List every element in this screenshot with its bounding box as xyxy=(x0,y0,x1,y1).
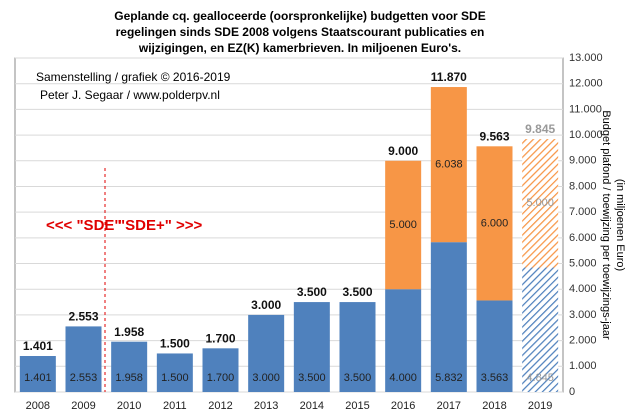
bar-segment xyxy=(65,326,102,392)
x-tick-label: 2010 xyxy=(117,400,141,412)
value-label: 1.500 xyxy=(161,372,189,384)
value-label: 4.845 xyxy=(526,372,554,384)
total-label: 1.500 xyxy=(160,337,190,351)
x-tick-label: 2012 xyxy=(208,400,232,412)
bar-segment xyxy=(385,289,422,392)
x-tick-label: 2011 xyxy=(163,400,187,412)
value-label: 6.000 xyxy=(481,217,509,229)
y-tick-label: 13.000 xyxy=(569,52,603,64)
bar-segment xyxy=(293,302,330,392)
annotation: Peter J. Segaar / www.polderpv.nl xyxy=(40,88,220,102)
x-tick-label: 2016 xyxy=(391,400,415,412)
bar-segment xyxy=(156,353,193,392)
y-axis-label: Budget plafond / toewijzing per toewijzi… xyxy=(600,110,612,340)
x-tick-label: 2019 xyxy=(528,400,552,412)
total-label: 9.845 xyxy=(525,122,555,136)
chart-title: Geplande cq. gealloceerde (oorspronkelij… xyxy=(114,9,485,23)
value-label: 1.401 xyxy=(24,372,52,384)
total-label: 2.553 xyxy=(68,310,98,324)
y-tick-label: 4.000 xyxy=(569,283,597,295)
total-label: 3.500 xyxy=(342,285,372,299)
value-label: 3.563 xyxy=(481,372,509,384)
plot-area xyxy=(14,57,564,393)
x-tick-label: 2018 xyxy=(482,400,506,412)
chart-title: regelingen sinds SDE 2008 volgens Staats… xyxy=(116,25,485,39)
bar-segment xyxy=(430,242,467,392)
x-tick-label: 2017 xyxy=(437,400,461,412)
value-label: 3.500 xyxy=(298,372,326,384)
y-tick-label: 10.000 xyxy=(569,129,603,141)
value-label: 6.038 xyxy=(435,159,463,171)
bar-segment xyxy=(522,267,559,392)
annotation: "SDE+" >>> xyxy=(118,217,203,234)
value-label: 5.000 xyxy=(526,197,554,209)
y-tick-label: 0 xyxy=(569,386,575,398)
value-label: 5.000 xyxy=(389,219,417,231)
x-tick-label: 2013 xyxy=(254,400,278,412)
y-tick-label: 1.000 xyxy=(569,360,597,372)
bar-segment xyxy=(19,356,56,392)
x-tick-label: 2014 xyxy=(300,400,324,412)
bar-segment xyxy=(385,160,422,290)
value-label: 3.500 xyxy=(344,372,372,384)
y-tick-label: 12.000 xyxy=(569,78,603,90)
total-label: 9.000 xyxy=(388,144,418,158)
annotation: Samenstelling / grafiek © 2016-2019 xyxy=(36,70,231,84)
total-label: 9.563 xyxy=(479,129,509,143)
y-tick-label: 8.000 xyxy=(569,180,597,192)
bar-segment xyxy=(111,341,148,392)
bar-segment xyxy=(430,87,467,243)
chart-title: wijzigingen, en EZ(K) kamerbrieven. In m… xyxy=(138,41,461,55)
y-axis-label: (in miljoenen Euro) xyxy=(614,179,626,271)
total-label: 1.958 xyxy=(114,325,144,339)
bar-segment xyxy=(522,139,559,268)
y-tick-label: 3.000 xyxy=(569,309,597,321)
value-label: 5.832 xyxy=(435,372,463,384)
annotation: <<< "SDE" xyxy=(46,217,122,234)
total-label: 11.870 xyxy=(431,70,467,84)
bar-segment xyxy=(476,300,513,392)
total-label: 3.500 xyxy=(297,285,327,299)
value-label: 2.553 xyxy=(70,372,98,384)
bar-segment xyxy=(339,302,376,392)
bar-segment xyxy=(202,348,239,392)
total-label: 1.700 xyxy=(205,331,235,345)
y-tick-label: 9.000 xyxy=(569,155,597,167)
bar-segment xyxy=(248,314,285,392)
value-label: 3.000 xyxy=(252,372,280,384)
y-tick-label: 2.000 xyxy=(569,335,597,347)
value-label: 1.958 xyxy=(115,372,143,384)
x-tick-label: 2015 xyxy=(345,400,369,412)
y-tick-label: 6.000 xyxy=(569,232,597,244)
x-tick-label: 2009 xyxy=(71,400,95,412)
y-tick-label: 7.000 xyxy=(569,206,597,218)
value-label: 1.700 xyxy=(207,372,235,384)
total-label: 1.401 xyxy=(23,339,53,353)
bar-segment xyxy=(476,146,513,301)
y-tick-label: 5.000 xyxy=(569,257,597,269)
x-tick-label: 2008 xyxy=(26,400,50,412)
total-label: 3.000 xyxy=(251,298,281,312)
value-label: 4.000 xyxy=(389,372,417,384)
y-tick-label: 11.000 xyxy=(569,103,602,115)
